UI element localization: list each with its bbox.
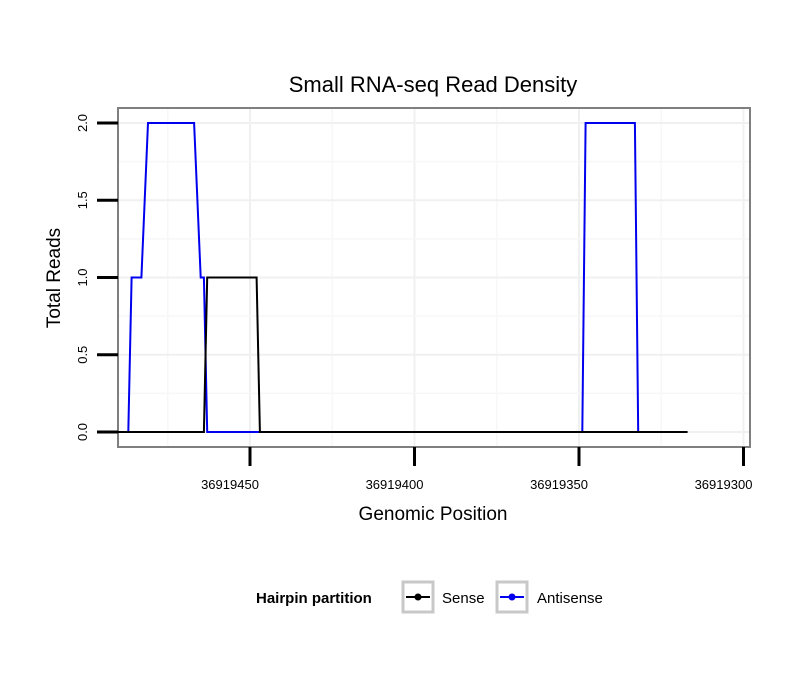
series-line-sense [115, 276, 688, 433]
x-axis-title: Genomic Position [359, 504, 508, 525]
y-tick-label-0: 0.0 [75, 423, 90, 441]
y-axis-title: Total Reads [44, 228, 65, 328]
x-tick-label-3: 36919300 [695, 477, 753, 492]
y-tick-label-2: 1.0 [75, 268, 90, 286]
y-tick-label-3: 1.5 [75, 191, 90, 209]
series-line-antisense [127, 122, 640, 433]
legend-label-sense: Sense [442, 590, 485, 607]
legend-label-antisense: Antisense [537, 590, 603, 607]
x-tick-label-2: 36919350 [530, 477, 588, 492]
legend: Hairpin partition Sense Antisense [256, 580, 603, 614]
chart-title: Small RNA-seq Read Density [289, 72, 578, 97]
x-tick-label-1: 36919400 [366, 477, 424, 492]
legend-dot-antisense [508, 593, 516, 601]
y-axis: 0.0 0.5 1.0 1.5 2.0 [75, 114, 118, 441]
y-tick-label-1: 0.5 [75, 346, 90, 364]
x-tick-label-0: 36919450 [201, 477, 259, 492]
y-tick-label-4: 2.0 [75, 114, 90, 132]
series-layer [115, 122, 688, 433]
legend-title: Hairpin partition [256, 590, 372, 607]
x-axis: 36919450 36919400 36919350 36919300 [201, 447, 752, 492]
legend-dot-sense [414, 593, 422, 601]
